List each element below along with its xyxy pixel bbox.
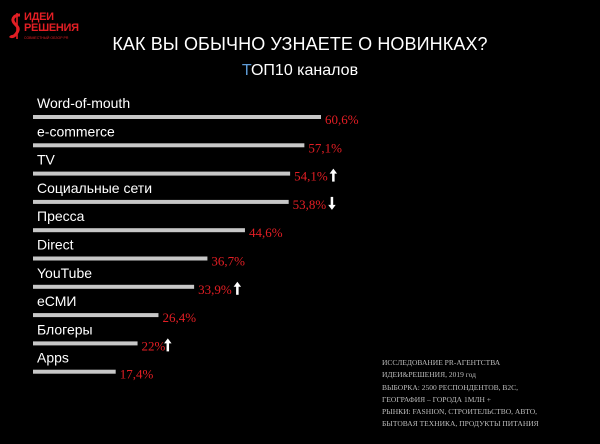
category-label: Word-of-mouth <box>37 95 130 111</box>
bar <box>33 313 159 318</box>
trend-up-icon <box>164 338 172 352</box>
chart-subtitle-rest: ОП10 каналов <box>250 62 359 79</box>
category-label: Пресса <box>37 208 85 224</box>
trend-up-icon <box>329 168 338 182</box>
category-label: Блогеры <box>37 321 93 337</box>
value-label: 26,4% <box>162 310 196 325</box>
trend-up-icon <box>233 281 242 295</box>
bar <box>33 115 321 119</box>
footnote-line: БЫТОВАЯ ТЕХНИКА, ПРОДУКТЫ ПИТАНИЯ <box>382 419 539 429</box>
value-label: 17,4% <box>120 367 154 382</box>
bar <box>33 143 305 148</box>
category-label: YouTube <box>37 265 92 281</box>
category-label: e-commerce <box>37 123 115 139</box>
value-label: 54,1% <box>294 169 328 184</box>
chart-title: КАК ВЫ ОБЫЧНО УЗНАЕТЕ О НОВИНКАХ? <box>112 34 488 54</box>
bar <box>33 284 195 289</box>
bar <box>33 228 245 233</box>
category-label: eСМИ <box>37 293 76 309</box>
brand-logo-icon <box>8 13 21 39</box>
footnote-line: ИДЕИ&РЕШЕНИЯ, 2019 год <box>382 370 476 380</box>
footnote-line: ВЫБОРКА: 2500 РЕСПОНДЕНТОВ, B2C, <box>382 382 519 392</box>
category-label: Социальные сети <box>37 180 152 196</box>
brand-tagline: СОВМЕСТНЫЙ ОБЗОР PR <box>24 36 69 40</box>
bar <box>33 341 138 346</box>
value-label: 22% <box>142 338 166 353</box>
trend-down-icon <box>328 196 336 210</box>
bar <box>33 199 289 204</box>
bar <box>33 256 208 261</box>
study-footnote: ИССЛЕДОВАНИЕ PR-АГЕНТСТВА ИДЕИ&РЕШЕНИЯ, … <box>382 357 596 431</box>
footnote-line: ИССЛЕДОВАНИЕ PR-АГЕНТСТВА <box>382 358 501 367</box>
value-label: 60,6% <box>325 112 359 127</box>
category-label: TV <box>37 152 56 168</box>
brand-name: ИДЕИ РЕШЕНИЯ <box>24 11 79 34</box>
chart-subtitle-accent: Т <box>241 62 251 79</box>
chart-subtitle: ТОП10 каналов <box>0 62 600 80</box>
value-label: 44,6% <box>249 225 283 240</box>
category-label: Apps <box>37 350 69 366</box>
bar <box>33 369 116 374</box>
brand-logo: ИДЕИ РЕШЕНИЯ СОВМЕСТНЫЙ ОБЗОР PR <box>8 10 92 44</box>
value-label: 33,9% <box>198 282 232 297</box>
footnote-line: РЫНКИ: FASHION, СТРОИТЕЛЬСТВО, АВТО, <box>382 407 537 417</box>
category-label: Direct <box>37 237 74 253</box>
footnote-line: ГЕОГРАФИЯ – ГОРОДА 1МЛН + <box>382 394 491 404</box>
bar <box>33 171 291 176</box>
value-label: 36,7% <box>211 254 245 269</box>
value-label: 57,1% <box>308 140 342 155</box>
value-label: 53,8% <box>293 197 327 212</box>
